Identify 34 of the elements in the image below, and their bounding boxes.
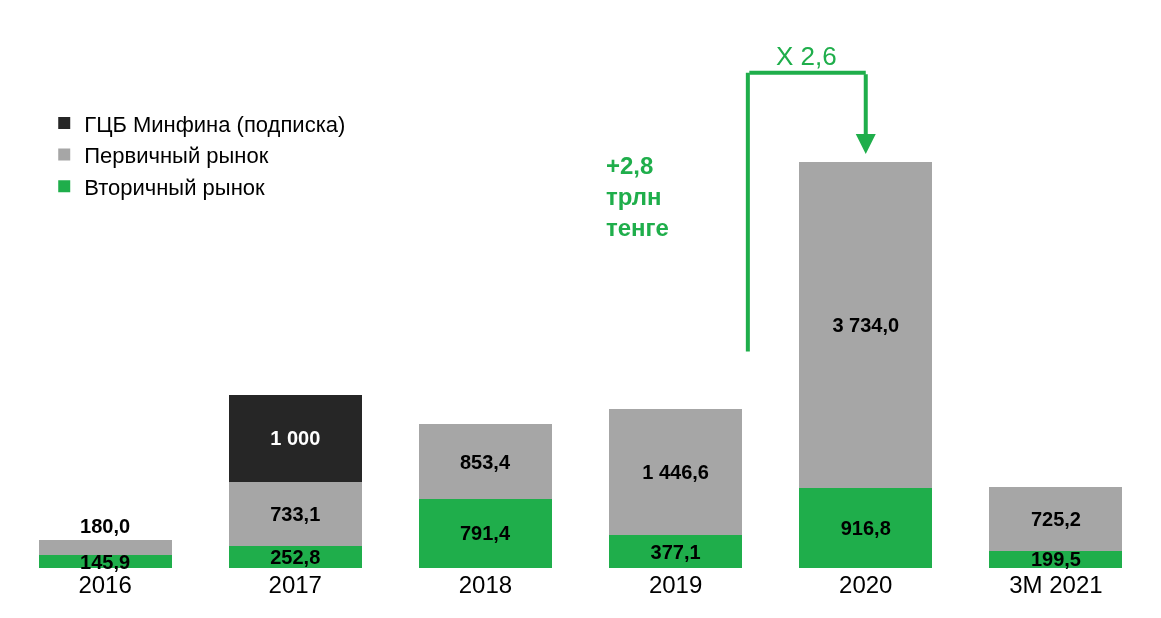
data-label: 1 000 [270, 427, 321, 450]
data-label: 791,4 [459, 522, 511, 545]
data-label: 733,1 [270, 502, 321, 525]
bar [418, 424, 552, 499]
x-tick-label: 2018 [458, 571, 513, 598]
bar [228, 481, 362, 546]
data-label: 252,8 [270, 545, 321, 568]
bar [989, 487, 1123, 551]
x-tick-label: 2016 [78, 571, 132, 598]
data-label: 1 446,6 [642, 460, 709, 483]
data-label: 145,9 [80, 550, 131, 573]
bar [609, 408, 743, 536]
bar [799, 487, 933, 568]
data-label: 3 734,0 [832, 314, 900, 337]
bar [38, 539, 172, 556]
data-label: 916,8 [840, 516, 891, 539]
bar [418, 498, 552, 568]
data-label: 180,0 [80, 514, 131, 537]
x-tick-label: 2017 [268, 571, 322, 598]
x-tick-label: 2019 [648, 571, 703, 598]
legend-label: Первичный рынок [84, 143, 269, 169]
data-label: 725,2 [1030, 507, 1081, 530]
data-label: 377,1 [650, 540, 701, 563]
bar [609, 535, 743, 568]
bar [799, 162, 933, 488]
annotation: +2,8 трлн тенге [606, 152, 669, 242]
x-tick-label: 2020 [839, 571, 893, 598]
x-tick-label: 3M 2021 [1009, 571, 1103, 598]
data-label: 853,4 [459, 450, 511, 473]
bar [228, 394, 362, 482]
text: X 2,6 [776, 41, 837, 71]
legend-label: ГЦБ Минфина (подписка) [84, 111, 346, 137]
legend-label: Вторичный рынок [84, 174, 266, 200]
data-label: 199,5 [1030, 548, 1081, 571]
